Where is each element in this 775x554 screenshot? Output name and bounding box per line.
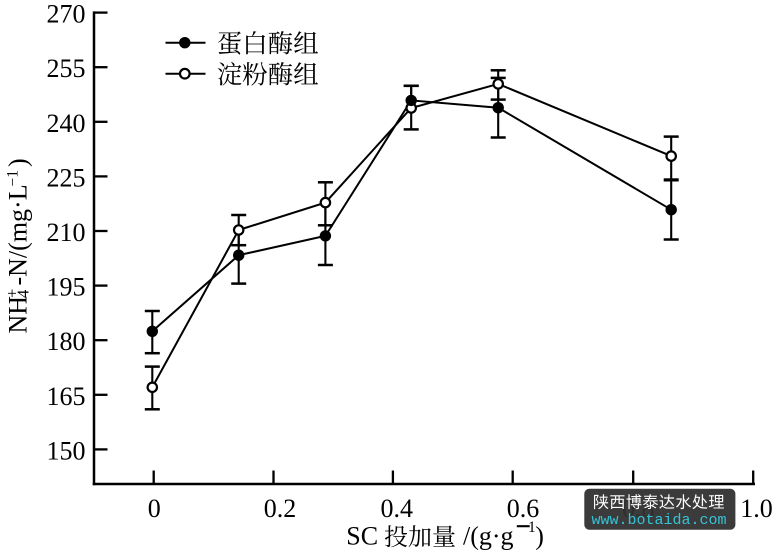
svg-text:0.4: 0.4 — [380, 494, 413, 523]
svg-text:/(g·g: /(g·g — [463, 521, 514, 550]
svg-text:0.2: 0.2 — [264, 494, 297, 523]
svg-text:0.6: 0.6 — [507, 494, 540, 523]
svg-text:1: 1 — [528, 519, 536, 536]
svg-text:+: + — [2, 289, 21, 298]
svg-text:): ) — [535, 521, 544, 550]
svg-text:150: 150 — [47, 436, 86, 465]
svg-text:-N/(mg·L: -N/(mg·L — [4, 184, 33, 285]
svg-text:SC: SC — [346, 521, 378, 550]
svg-text:www.botaida.com: www.botaida.com — [592, 512, 727, 529]
svg-text:240: 240 — [47, 109, 86, 138]
svg-text:225: 225 — [47, 163, 86, 192]
svg-text:180: 180 — [47, 327, 86, 356]
svg-text:165: 165 — [47, 382, 86, 411]
svg-text:4: 4 — [13, 290, 32, 298]
svg-text:195: 195 — [47, 273, 86, 302]
svg-text:1.0: 1.0 — [740, 494, 773, 523]
svg-text:210: 210 — [47, 218, 86, 247]
svg-text:270: 270 — [47, 0, 86, 29]
svg-text:−1: −1 — [5, 170, 22, 187]
svg-text:0: 0 — [148, 494, 161, 523]
svg-text:255: 255 — [47, 54, 86, 83]
svg-text:NH: NH — [4, 296, 33, 334]
svg-text:): ) — [4, 158, 33, 167]
